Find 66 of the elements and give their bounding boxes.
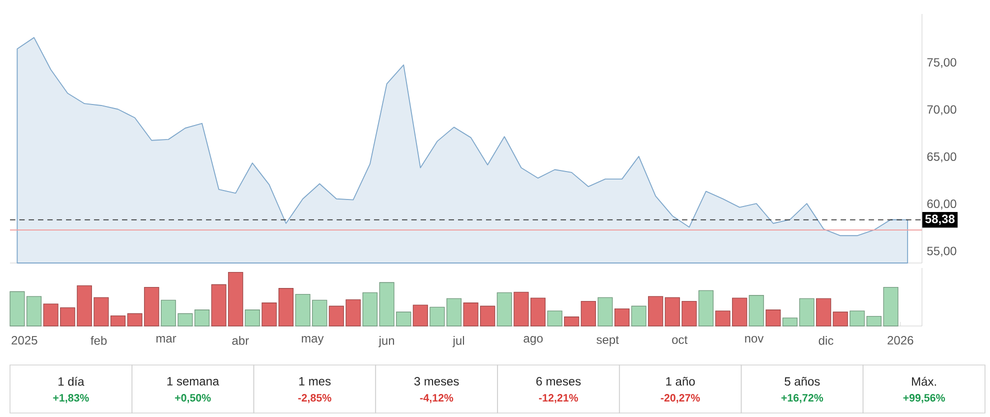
bar <box>362 292 378 326</box>
x-tick-label: nov <box>745 336 764 343</box>
x-tick-label: jun <box>378 336 394 348</box>
bar <box>110 315 126 326</box>
x-tick-label: oct <box>672 336 688 344</box>
text: -4,12% <box>420 394 454 404</box>
bar <box>580 300 596 326</box>
bar <box>430 306 445 326</box>
x-tick-label: 2025 <box>12 336 38 345</box>
bar <box>10 291 25 326</box>
bar <box>496 292 512 326</box>
bar <box>262 302 277 326</box>
x-tick-label: ago <box>524 336 543 345</box>
bar <box>514 292 529 326</box>
y-tick-label: 60,00 <box>927 200 956 210</box>
bar <box>782 318 798 326</box>
bar <box>547 310 562 326</box>
bar <box>631 306 646 326</box>
bar <box>883 286 898 326</box>
y-tick-label: 65,00 <box>927 152 956 162</box>
x-tick-label: mar <box>156 336 176 343</box>
category-label: Máx. <box>912 376 936 386</box>
category-label: 6 meses <box>536 377 581 386</box>
category-label: 1 semana <box>167 377 220 386</box>
x-tick-label: jul <box>452 336 464 348</box>
text: +0,50% <box>175 394 211 404</box>
y-tick-label: 55,00 <box>927 246 956 257</box>
category-label: 1 mes <box>299 377 331 386</box>
text: +99,56% <box>903 394 945 404</box>
y-tick-label: 70,00 <box>927 105 956 116</box>
bar <box>648 296 664 326</box>
x-tick-label: sept <box>596 336 619 346</box>
y-tick-label: 75,00 <box>927 58 956 68</box>
bar <box>412 304 428 326</box>
text: -2,85% <box>298 394 332 404</box>
x-tick-label: abr <box>232 336 249 345</box>
bar <box>816 298 832 326</box>
bar <box>446 298 462 326</box>
bar <box>866 316 882 326</box>
bar <box>748 295 764 326</box>
category-label: 3 meses <box>414 377 459 386</box>
text: -20,27% <box>660 394 700 404</box>
bar <box>26 296 42 326</box>
bar <box>614 308 630 326</box>
bar <box>278 288 294 326</box>
x-tick-label: feb <box>90 336 107 345</box>
x-tick-label: may <box>302 336 324 345</box>
category-label: 5 años <box>784 376 820 386</box>
text: +1,83% <box>53 394 89 404</box>
category-label: 1 año <box>666 376 695 386</box>
category-label: 1 día <box>58 376 84 386</box>
bar <box>766 310 781 326</box>
bar <box>598 297 613 326</box>
text: -12,21% <box>538 394 578 404</box>
ref-line-label: 58,38 <box>925 214 955 225</box>
x-tick-label: 2026 <box>888 336 914 345</box>
x-tick-label: dic <box>818 336 834 345</box>
bar <box>698 290 714 326</box>
bar <box>194 310 210 326</box>
bar <box>244 310 260 326</box>
bar <box>850 310 865 326</box>
bar <box>530 298 546 326</box>
bar <box>799 298 814 326</box>
text: +16,72% <box>781 394 824 404</box>
bar <box>832 312 848 326</box>
bar <box>564 316 580 326</box>
